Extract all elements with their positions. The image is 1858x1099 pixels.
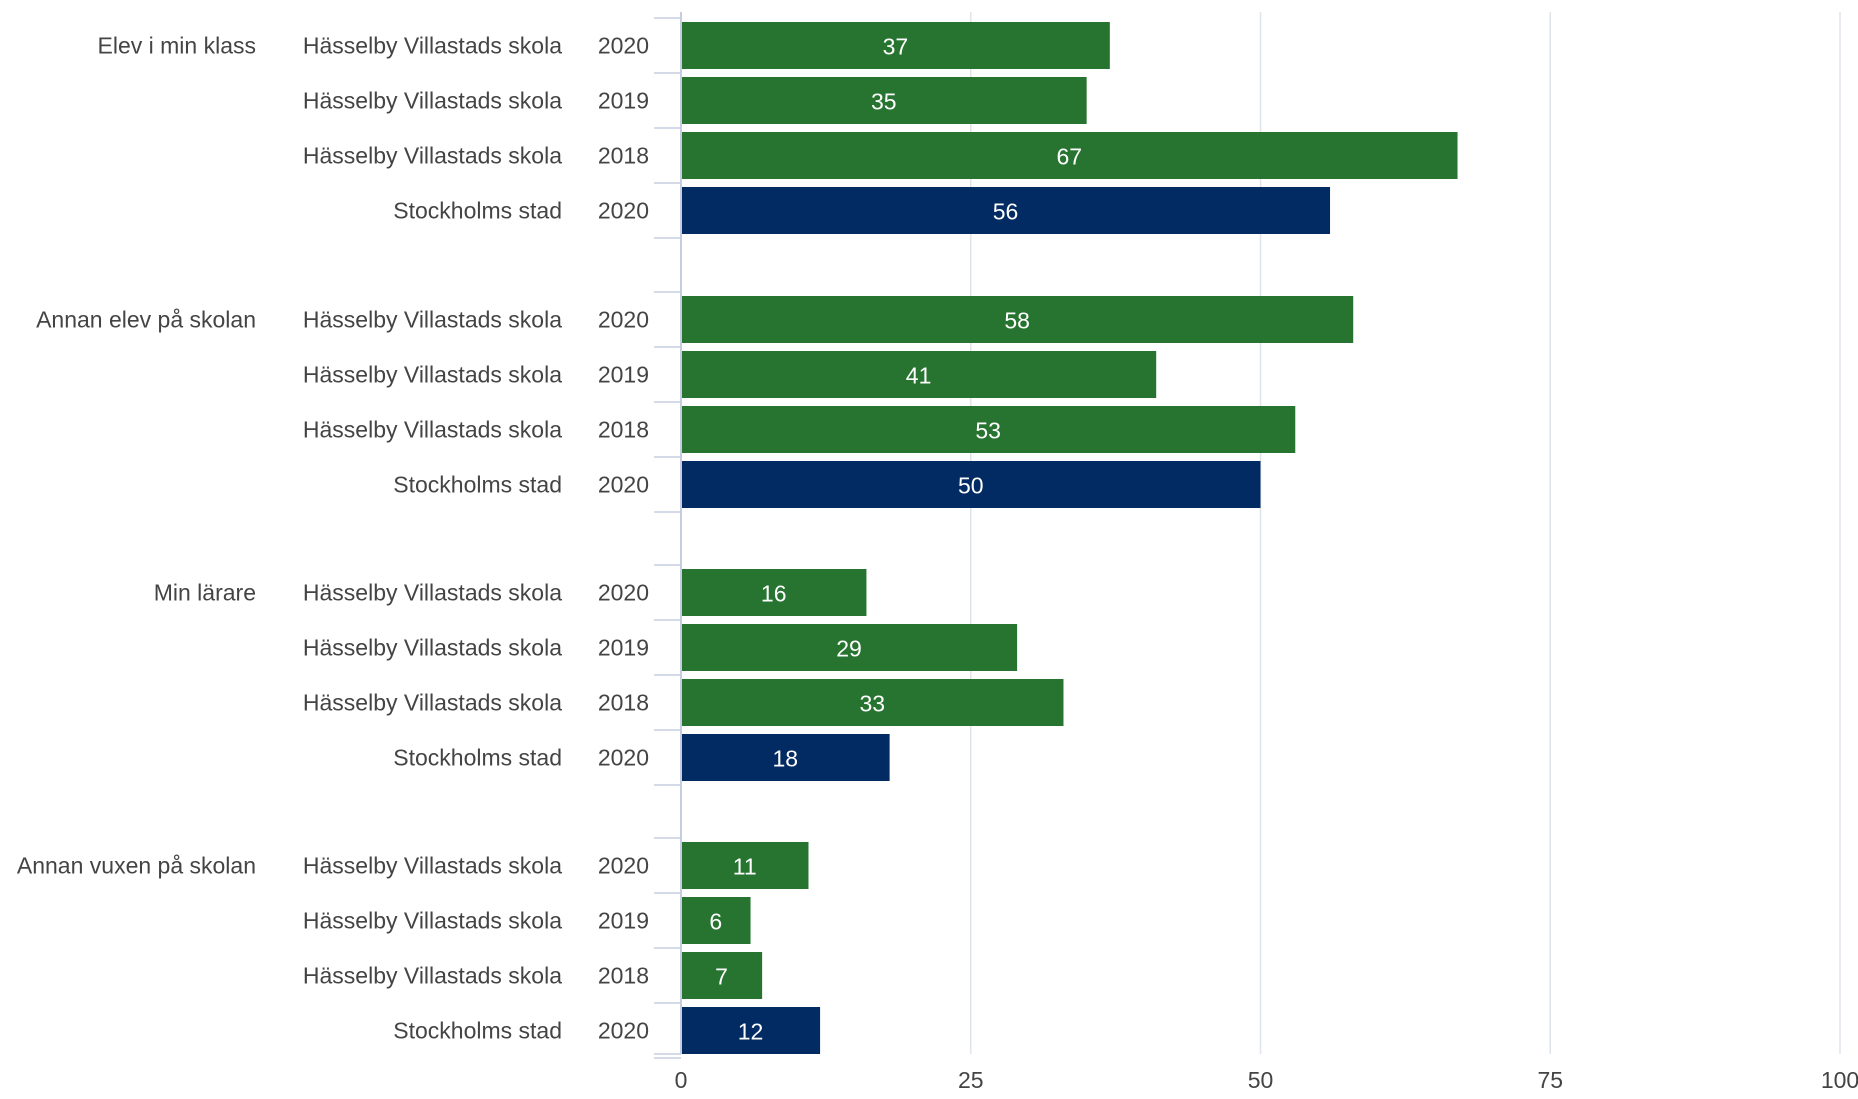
entity-label: Hässelby Villastads skola (303, 362, 562, 388)
data-label: 7 (715, 964, 728, 990)
year-label: 2020 (598, 472, 649, 498)
data-label: 16 (761, 581, 787, 607)
group-label: Annan vuxen på skolan (17, 853, 256, 879)
data-label: 50 (958, 473, 984, 499)
bar (682, 734, 890, 781)
bar (682, 296, 1354, 343)
entity-label: Hässelby Villastads skola (303, 635, 562, 661)
year-label: 2018 (598, 417, 649, 443)
bar (682, 461, 1261, 508)
entity-label: Stockholms stad (393, 745, 562, 771)
bar (682, 187, 1331, 234)
bar (682, 842, 809, 889)
bar (682, 351, 1157, 398)
bar (682, 679, 1064, 726)
year-label: 2018 (598, 143, 649, 169)
data-label: 56 (993, 199, 1019, 225)
entity-label: Stockholms stad (393, 472, 562, 498)
entity-label: Hässelby Villastads skola (303, 143, 562, 169)
data-label: 6 (709, 909, 722, 935)
group-label: Elev i min klass (98, 33, 256, 59)
x-tick-label: 25 (958, 1067, 984, 1093)
data-label: 41 (906, 363, 932, 389)
x-tick-label: 50 (1248, 1067, 1274, 1093)
year-label: 2020 (598, 745, 649, 771)
x-tick-label: 0 (675, 1067, 688, 1093)
x-tick-label: 100 (1821, 1067, 1858, 1093)
data-label: 35 (871, 89, 897, 115)
entity-label: Hässelby Villastads skola (303, 690, 562, 716)
data-label: 12 (738, 1019, 764, 1045)
data-label: 11 (733, 854, 757, 880)
data-label: 37 (883, 34, 909, 60)
group-label: Min lärare (154, 580, 256, 606)
bar (682, 952, 763, 999)
data-label: 67 (1056, 144, 1082, 170)
year-label: 2020 (598, 198, 649, 224)
bar (682, 624, 1018, 671)
entity-label: Hässelby Villastads skola (303, 88, 562, 114)
bar (682, 406, 1296, 453)
data-label: 18 (773, 746, 799, 772)
data-label: 58 (1004, 308, 1030, 334)
year-label: 2018 (598, 963, 649, 989)
year-label: 2020 (598, 853, 649, 879)
bar (682, 132, 1458, 179)
year-label: 2020 (598, 307, 649, 333)
year-label: 2019 (598, 88, 649, 114)
bar (682, 897, 751, 944)
entity-label: Hässelby Villastads skola (303, 963, 562, 989)
bar (682, 22, 1110, 69)
entity-label: Stockholms stad (393, 1018, 562, 1044)
data-label: 33 (859, 691, 885, 717)
entity-label: Hässelby Villastads skola (303, 908, 562, 934)
year-label: 2020 (598, 1018, 649, 1044)
year-label: 2019 (598, 635, 649, 661)
entity-label: Hässelby Villastads skola (303, 33, 562, 59)
year-label: 2020 (598, 580, 649, 606)
bar (682, 1007, 821, 1054)
data-label: 29 (836, 636, 862, 662)
entity-label: Hässelby Villastads skola (303, 853, 562, 879)
x-tick-label: 75 (1537, 1067, 1563, 1093)
data-label: 53 (975, 418, 1001, 444)
year-label: 2018 (598, 690, 649, 716)
entity-label: Stockholms stad (393, 198, 562, 224)
entity-label: Hässelby Villastads skola (303, 417, 562, 443)
entity-label: Hässelby Villastads skola (303, 580, 562, 606)
year-label: 2019 (598, 908, 649, 934)
group-label: Annan elev på skolan (36, 307, 256, 333)
year-label: 2019 (598, 362, 649, 388)
year-label: 2020 (598, 33, 649, 59)
bar (682, 569, 867, 616)
bar (682, 77, 1087, 124)
entity-label: Hässelby Villastads skola (303, 307, 562, 333)
